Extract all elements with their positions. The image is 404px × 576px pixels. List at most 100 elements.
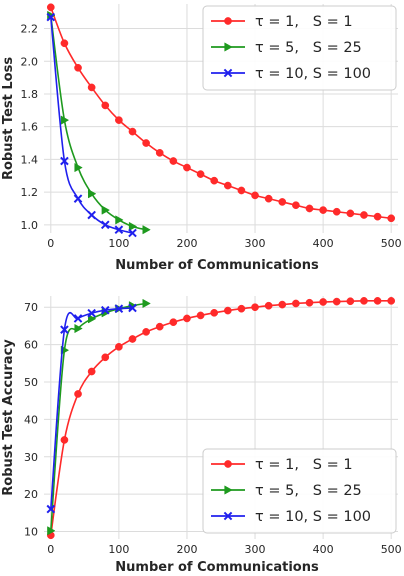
legend-box	[202, 5, 397, 91]
data-point	[100, 220, 110, 230]
data-point	[114, 225, 124, 235]
x-tick-label: 500	[381, 543, 402, 556]
data-point	[101, 353, 110, 362]
data-point	[360, 211, 368, 219]
data-point	[223, 181, 232, 190]
y-axis-label: Robust Test Accuracy	[1, 339, 16, 496]
data-point	[264, 194, 273, 203]
data-point	[251, 303, 259, 312]
y-tick-label: 2.0	[21, 55, 39, 68]
data-point	[87, 83, 96, 92]
data-point	[60, 436, 69, 444]
data-point	[223, 306, 232, 315]
data-point	[74, 323, 83, 334]
data-point	[373, 212, 382, 221]
x-tick-label: 200	[176, 543, 197, 556]
y-tick-label: 1.2	[21, 186, 39, 199]
series-1	[47, 10, 151, 235]
data-point	[142, 225, 151, 235]
data-point	[128, 228, 137, 238]
data-point	[100, 305, 110, 315]
data-point	[387, 297, 396, 305]
accuracy-chart: 0 100 200 300 400 500 10 20 30 40 50 60 70 Number of …	[1, 296, 402, 575]
legend-entry-label: τ = 5, S = 25	[255, 483, 362, 499]
data-point	[46, 504, 56, 514]
y-tick-label: 1.4	[21, 153, 39, 166]
data-point	[169, 318, 178, 327]
legend-entry-label: τ = 5, S = 25	[255, 40, 362, 56]
data-point	[155, 322, 164, 331]
data-point	[305, 298, 314, 307]
data-point	[60, 325, 69, 334]
data-point	[278, 300, 287, 309]
y-tick-label: 40	[24, 413, 38, 426]
data-point	[60, 156, 69, 166]
data-point	[74, 162, 83, 173]
data-point	[346, 209, 355, 218]
y-tick-label: 20	[24, 488, 38, 501]
legend: τ = 1, S = 1 τ = 5, S = 25 τ = 10, S = 100	[202, 448, 397, 534]
y-tick-label: 1.6	[21, 121, 39, 134]
data-point	[88, 189, 97, 199]
data-point	[101, 205, 110, 215]
x-axis-label: Number of Communications	[115, 560, 319, 572]
y-tick-label: 1.8	[21, 88, 39, 101]
y-tick-label: 70	[24, 301, 38, 314]
x-tick-label: 100	[108, 543, 129, 556]
series-2	[46, 303, 137, 514]
y-tick-label: 10	[24, 526, 38, 539]
x-tick-label: 300	[245, 543, 266, 556]
legend: τ = 1, S = 1 τ = 5, S = 25 τ = 10, S = 100	[202, 5, 397, 91]
data-point	[155, 149, 164, 157]
legend-entry-label: τ = 10, S = 100	[255, 509, 371, 525]
legend-entry-label: τ = 1, S = 1	[255, 14, 353, 30]
series-2	[46, 12, 137, 238]
legend-box	[202, 448, 397, 534]
data-point	[332, 207, 341, 216]
data-point	[128, 303, 137, 313]
series-0	[46, 3, 396, 223]
data-point	[142, 328, 150, 336]
y-tick-label: 2.2	[21, 23, 39, 36]
data-point	[74, 63, 82, 72]
data-point	[346, 297, 355, 306]
x-tick-label: 200	[176, 237, 197, 250]
data-point	[319, 206, 327, 214]
x-tick-label: 0	[47, 237, 54, 250]
legend-swatch-marker	[224, 460, 232, 468]
series-0	[46, 297, 396, 540]
data-point	[237, 186, 246, 195]
y-tick-label: 50	[24, 376, 38, 389]
data-point	[169, 157, 178, 165]
legend-swatch-marker	[224, 485, 233, 495]
data-point	[60, 39, 69, 48]
data-point	[128, 335, 137, 343]
y-axis-label: Robust Test Loss	[1, 57, 16, 180]
data-point	[305, 204, 314, 213]
data-point	[210, 176, 219, 185]
data-point	[73, 314, 83, 323]
data-point	[74, 390, 82, 398]
x-axis-label: Number of Communications	[115, 258, 319, 273]
data-point	[46, 12, 56, 22]
x-tick-label: 300	[245, 237, 266, 250]
legend-entry-label: τ = 1, S = 1	[255, 457, 353, 473]
data-point	[264, 301, 273, 310]
y-tick-label: 60	[24, 339, 38, 352]
data-point	[73, 194, 83, 203]
x-tick-label: 100	[108, 237, 129, 250]
data-point	[46, 3, 55, 12]
data-point	[115, 342, 123, 351]
data-point	[128, 221, 138, 232]
data-point	[183, 314, 191, 323]
data-point	[360, 297, 368, 305]
data-point	[387, 214, 396, 223]
y-tick-label: 1.0	[21, 219, 39, 232]
data-point	[332, 297, 341, 306]
x-tick-label: 500	[381, 237, 402, 250]
data-point	[278, 198, 287, 206]
data-point	[292, 299, 300, 308]
data-point	[115, 215, 124, 225]
